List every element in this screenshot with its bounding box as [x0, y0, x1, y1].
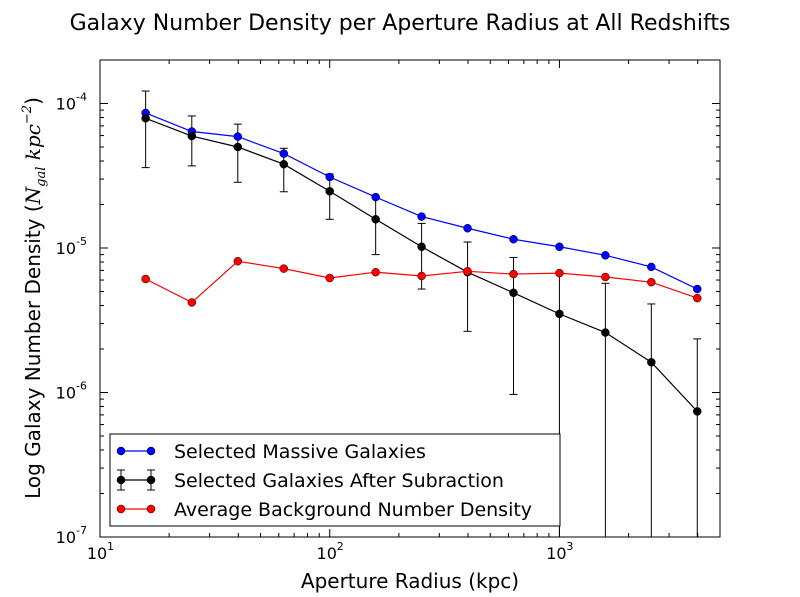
data-point: [141, 114, 150, 123]
data-point: [509, 234, 518, 244]
y-tick-label: 10: [56, 528, 76, 547]
x-tick-label: 10: [546, 544, 566, 563]
data-point: [509, 288, 518, 298]
data-point: [233, 132, 243, 141]
x-tick-label: 10: [317, 544, 337, 563]
y-axis-label-sub: gal: [34, 167, 49, 187]
axis-ticks: 10 1 10 2 10 310 -710 -610 -510 -4: [56, 60, 720, 563]
data-point: [693, 284, 702, 294]
x-tick-label-exp: 3: [566, 540, 573, 553]
legend-marker: [116, 504, 126, 514]
y-tick-label: 10: [56, 383, 76, 402]
data-point: [371, 267, 380, 277]
data-point: [279, 149, 289, 158]
data-point: [233, 142, 243, 152]
data-point: [371, 192, 380, 202]
data-point: [279, 264, 289, 273]
axes-frame: [99, 59, 721, 538]
x-tick-label-exp: 2: [337, 540, 344, 553]
legend-marker: [146, 446, 156, 456]
legend: Selected Massive Galaxies Selected Galaxi…: [109, 433, 561, 527]
data-point: [233, 256, 243, 266]
data-point: [693, 293, 702, 303]
legend-label: Average Background Number Density: [174, 499, 532, 521]
legend-label: Selected Galaxies After Subraction: [174, 470, 504, 492]
plot-area: [141, 90, 702, 537]
y-axis-label-math: N: [21, 185, 45, 205]
y-axis-label-unit: kpc: [21, 124, 45, 166]
y-tick-label-exp: -4: [76, 90, 87, 103]
data-point: [601, 251, 610, 260]
data-point: [509, 269, 518, 279]
legend-box: [109, 433, 561, 527]
y-tick-label: 10: [56, 239, 76, 258]
y-axis-label-prefix: Log Galaxy Number Density (: [21, 204, 45, 499]
data-point: [647, 357, 656, 367]
data-point: [187, 298, 197, 307]
y-axis-label-suffix: ): [21, 97, 45, 105]
data-point: [647, 277, 656, 287]
data-point: [693, 407, 702, 416]
y-axis-label-sup: −2: [20, 105, 35, 124]
data-point: [647, 262, 656, 272]
chart-title: Galaxy Number Density per Aperture Radiu…: [70, 11, 731, 36]
legend-marker: [116, 446, 126, 456]
data-point: [187, 131, 197, 141]
y-tick-label-exp: -6: [76, 379, 87, 392]
data-point: [555, 242, 564, 252]
legend-label: Selected Massive Galaxies: [174, 441, 426, 463]
y-axis-label: Log Galaxy Number Density (Ngal kpc−2): [20, 97, 49, 499]
y-tick-label-exp: -5: [76, 235, 87, 248]
data-point: [325, 273, 334, 283]
x-axis-label: Aperture Radius (kpc): [301, 569, 519, 593]
data-point: [279, 159, 289, 169]
data-point: [371, 215, 380, 224]
data-point: [325, 172, 334, 182]
data-point: [141, 274, 150, 284]
data-point: [417, 212, 426, 221]
data-point: [325, 187, 334, 196]
data-point: [601, 328, 610, 337]
data-point: [417, 242, 426, 252]
x-tick-label-exp: 1: [107, 540, 114, 553]
data-point: [463, 223, 472, 233]
data-point: [555, 309, 564, 319]
y-tick-label: 10: [56, 94, 76, 113]
legend-marker: [146, 504, 156, 514]
data-point: [417, 271, 426, 281]
y-tick-label-exp: -7: [76, 524, 87, 537]
data-point: [463, 267, 472, 276]
data-point: [555, 268, 564, 278]
x-tick-label: 10: [87, 544, 107, 563]
data-point: [601, 272, 610, 282]
